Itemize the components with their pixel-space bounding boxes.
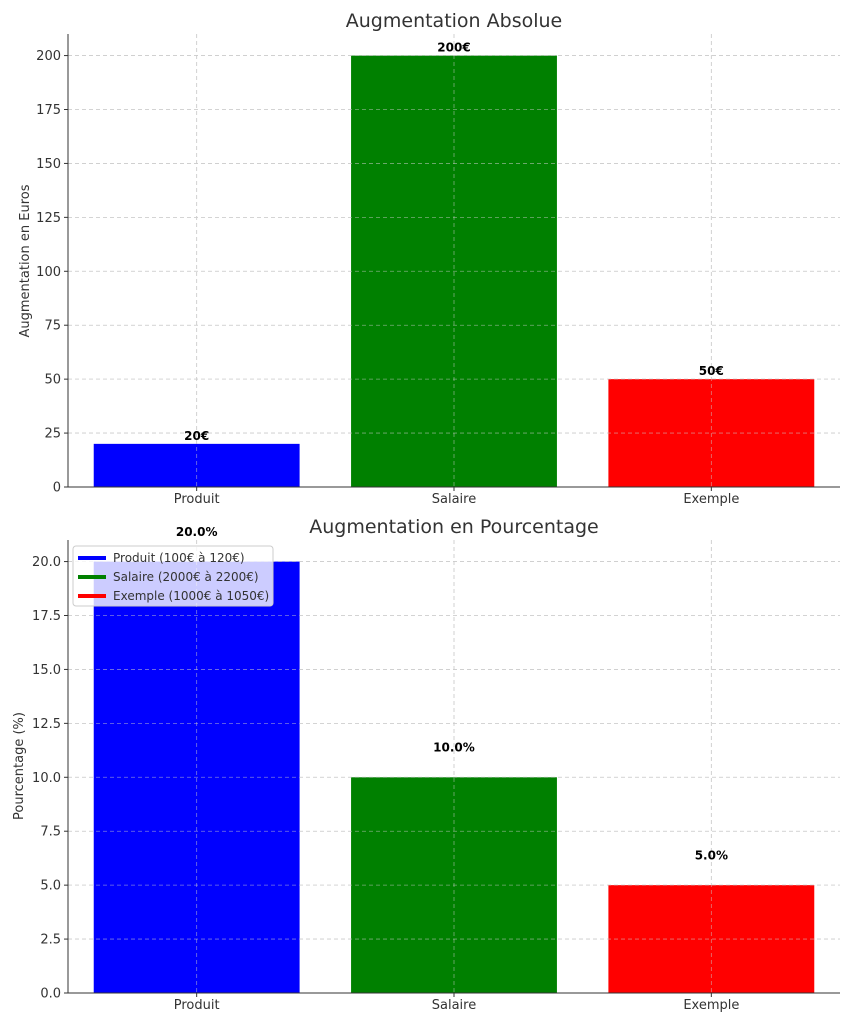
value-label: 20.0% xyxy=(176,525,218,539)
bar-produit xyxy=(93,443,300,487)
x-tick-label: Salaire xyxy=(432,492,476,507)
value-label: 10.0% xyxy=(433,741,475,755)
y-tick-label: 15.0 xyxy=(32,663,61,678)
x-tick-label: Exemple xyxy=(683,998,739,1013)
y-tick-label: 0 xyxy=(53,481,61,496)
chart-title: Augmentation Absolue xyxy=(346,10,562,32)
y-tick-label: 20.0 xyxy=(32,555,61,570)
chart-absolute: Augmentation Absolue Augmentation en Eur… xyxy=(18,10,840,507)
y-tick-label: 175 xyxy=(36,103,61,118)
y-tick-label: 125 xyxy=(36,211,61,226)
value-label: 20€ xyxy=(184,429,209,443)
y-tick-label: 50 xyxy=(44,373,61,388)
legend: Produit (100€ à 120€) Salaire (2000€ à 22… xyxy=(72,545,274,607)
y-tick-label: 17.5 xyxy=(32,609,61,624)
y-tick-label: 200 xyxy=(36,49,61,64)
chart-title: Augmentation en Pourcentage xyxy=(309,516,599,538)
y-axis-label: Pourcentage (%) xyxy=(12,712,27,820)
y-tick-label: 0.0 xyxy=(40,987,61,1002)
legend-label: Salaire (2000€ à 2200€) xyxy=(113,570,259,584)
y-tick-label: 25 xyxy=(44,427,61,442)
y-tick-label: 2.5 xyxy=(40,933,61,948)
y-tick-label: 10.0 xyxy=(32,771,61,786)
y-axis-label: Augmentation en Euros xyxy=(18,184,33,337)
x-tick-label: Produit xyxy=(174,998,220,1013)
value-label: 50€ xyxy=(699,364,724,378)
legend-label: Exemple (1000€ à 1050€) xyxy=(113,589,269,603)
y-tick-label: 75 xyxy=(44,319,61,334)
y-tick-label: 5.0 xyxy=(40,879,61,894)
y-tick-label: 12.5 xyxy=(32,717,61,732)
y-tick-label: 7.5 xyxy=(40,825,61,840)
x-tick-label: Salaire xyxy=(432,998,476,1013)
y-tick-label: 150 xyxy=(36,157,61,172)
legend-label: Produit (100€ à 120€) xyxy=(113,551,245,565)
chart-percentage: Augmentation en Pourcentage Pourcentage … xyxy=(12,516,840,1013)
y-tick-label: 100 xyxy=(36,265,61,280)
value-label: 5.0% xyxy=(695,849,728,863)
x-tick-label: Produit xyxy=(174,492,220,507)
x-tick-label: Exemple xyxy=(683,492,739,507)
legend-box xyxy=(72,545,274,607)
value-label: 200€ xyxy=(437,41,470,55)
